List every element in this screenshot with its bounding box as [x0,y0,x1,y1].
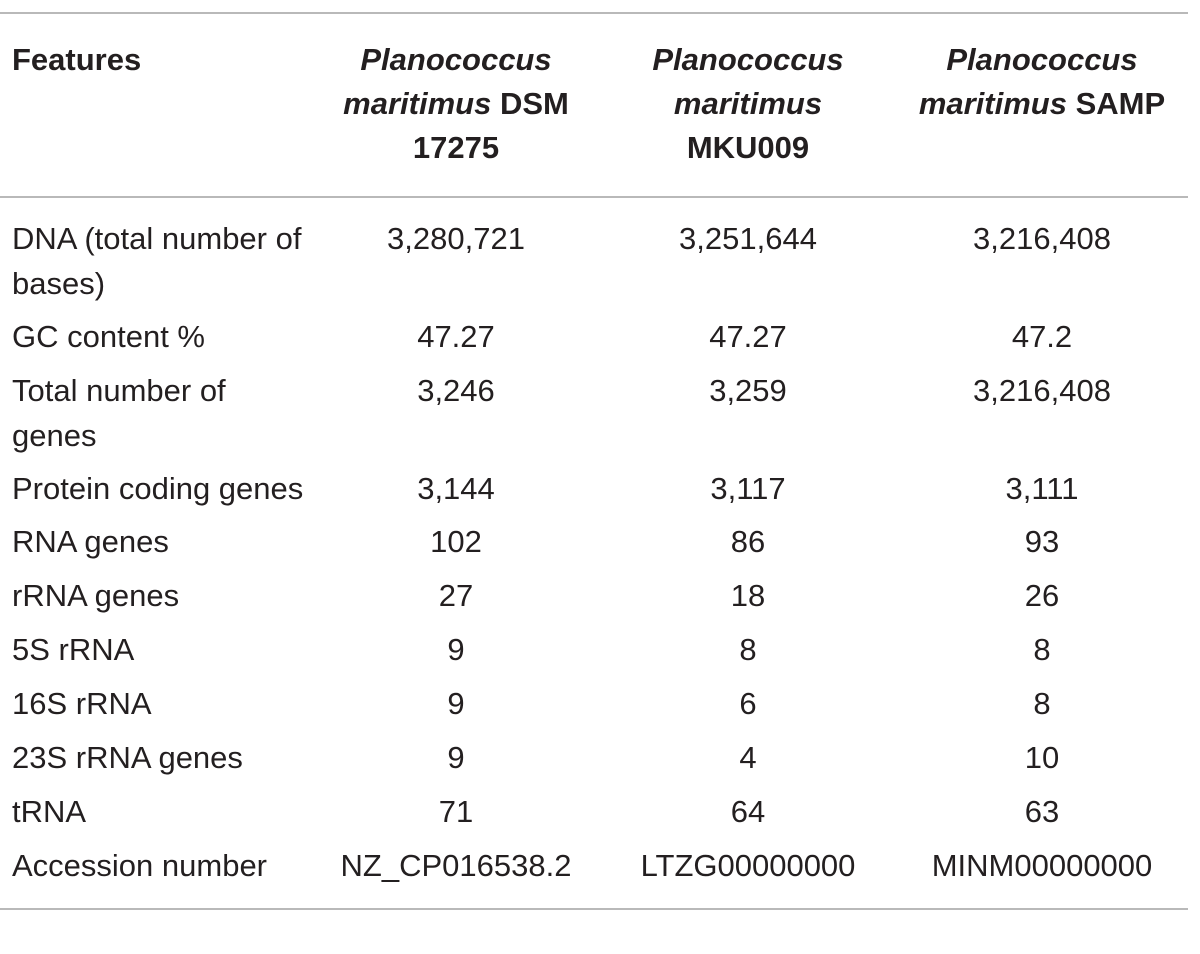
header-strain-name: SAMP [1075,86,1166,121]
cell-value: 4 [739,740,757,775]
header-genus: Planococcus [652,42,844,77]
genome-features-table-container: Features Planococcus maritimus DSM 17275… [0,12,1188,910]
row-label: DNA (total number of bases) [12,221,302,301]
header-species: maritimus [673,86,823,121]
cell-value: 47.2 [1011,319,1073,354]
cell-value: 10 [1024,740,1060,775]
cell-value: 8 [1033,686,1051,721]
header-row: Features Planococcus maritimus DSM 17275… [0,13,1188,197]
row-label: Protein coding genes [12,471,304,506]
header-strain-mku009: Planococcus maritimus MKU009 [600,13,896,197]
cell-value: 6 [739,686,757,721]
header-strain-dsm17275: Planococcus maritimus DSM 17275 [312,13,600,197]
table-row: Total number of genes 3,246 3,259 3,216,… [0,368,1188,466]
cell-value: 71 [438,794,474,829]
cell-value: 102 [430,524,482,559]
cell-value: LTZG00000000 [640,848,856,883]
cell-value: 3,117 [710,471,786,506]
cell-value: 9 [447,686,465,721]
cell-value: 64 [730,794,766,829]
cell-value: 9 [447,740,465,775]
row-label: 23S rRNA genes [12,740,243,775]
cell-value: MINM00000000 [931,848,1153,883]
row-label: Total number of genes [12,373,226,453]
cell-value: 9 [447,632,465,667]
table-row: rRNA genes 27 18 26 [0,573,1188,627]
cell-value: 26 [1024,578,1060,613]
cell-value: 3,246 [417,373,495,408]
cell-value: 8 [739,632,757,667]
header-genus: Planococcus [360,42,552,77]
table-header: Features Planococcus maritimus DSM 17275… [0,13,1188,197]
row-label: 5S rRNA [12,632,135,667]
cell-value: 63 [1024,794,1060,829]
header-strain-name: MKU009 [686,130,810,165]
header-features: Features [12,42,142,77]
row-label: tRNA [12,794,87,829]
table-row: Accession number NZ_CP016538.2 LTZG00000… [0,843,1188,909]
table-row: DNA (total number of bases) 3,280,721 3,… [0,197,1188,314]
cell-value: 3,216,408 [973,373,1111,408]
cell-value: 18 [730,578,766,613]
cell-value: 3,216,408 [973,221,1111,256]
cell-value: 86 [730,524,766,559]
cell-value: 3,280,721 [387,221,525,256]
row-label: RNA genes [12,524,169,559]
table-row: GC content % 47.27 47.27 47.2 [0,314,1188,368]
table-row: Protein coding genes 3,144 3,117 3,111 [0,466,1188,519]
table-row: 16S rRNA 9 6 8 [0,681,1188,735]
header-species: maritimus [918,86,1067,121]
cell-value: 47.27 [417,319,495,354]
cell-value: 27 [438,578,474,613]
table-row: tRNA 71 64 63 [0,789,1188,843]
cell-value: 3,144 [417,471,495,506]
header-strain-samp: Planococcus maritimus SAMP [896,13,1188,197]
row-label: GC content % [12,319,205,354]
genome-features-table: Features Planococcus maritimus DSM 17275… [0,12,1188,910]
header-genus: Planococcus [946,42,1138,77]
row-label: Accession number [12,848,268,883]
row-label: 16S rRNA [12,686,152,721]
header-species: maritimus [343,86,492,121]
cell-value: 93 [1024,524,1060,559]
cell-value: 3,251,644 [679,221,817,256]
table-row: 5S rRNA 9 8 8 [0,627,1188,681]
cell-value: 47.27 [709,319,787,354]
header-strain-name: DSM 17275 [412,86,569,165]
table-body: DNA (total number of bases) 3,280,721 3,… [0,197,1188,909]
table-row: RNA genes 102 86 93 [0,519,1188,573]
row-label: rRNA genes [12,578,180,613]
cell-value: 3,111 [1005,471,1079,506]
cell-value: NZ_CP016538.2 [340,848,572,883]
table-row: 23S rRNA genes 9 4 10 [0,735,1188,789]
cell-value: 3,259 [709,373,787,408]
cell-value: 8 [1033,632,1051,667]
